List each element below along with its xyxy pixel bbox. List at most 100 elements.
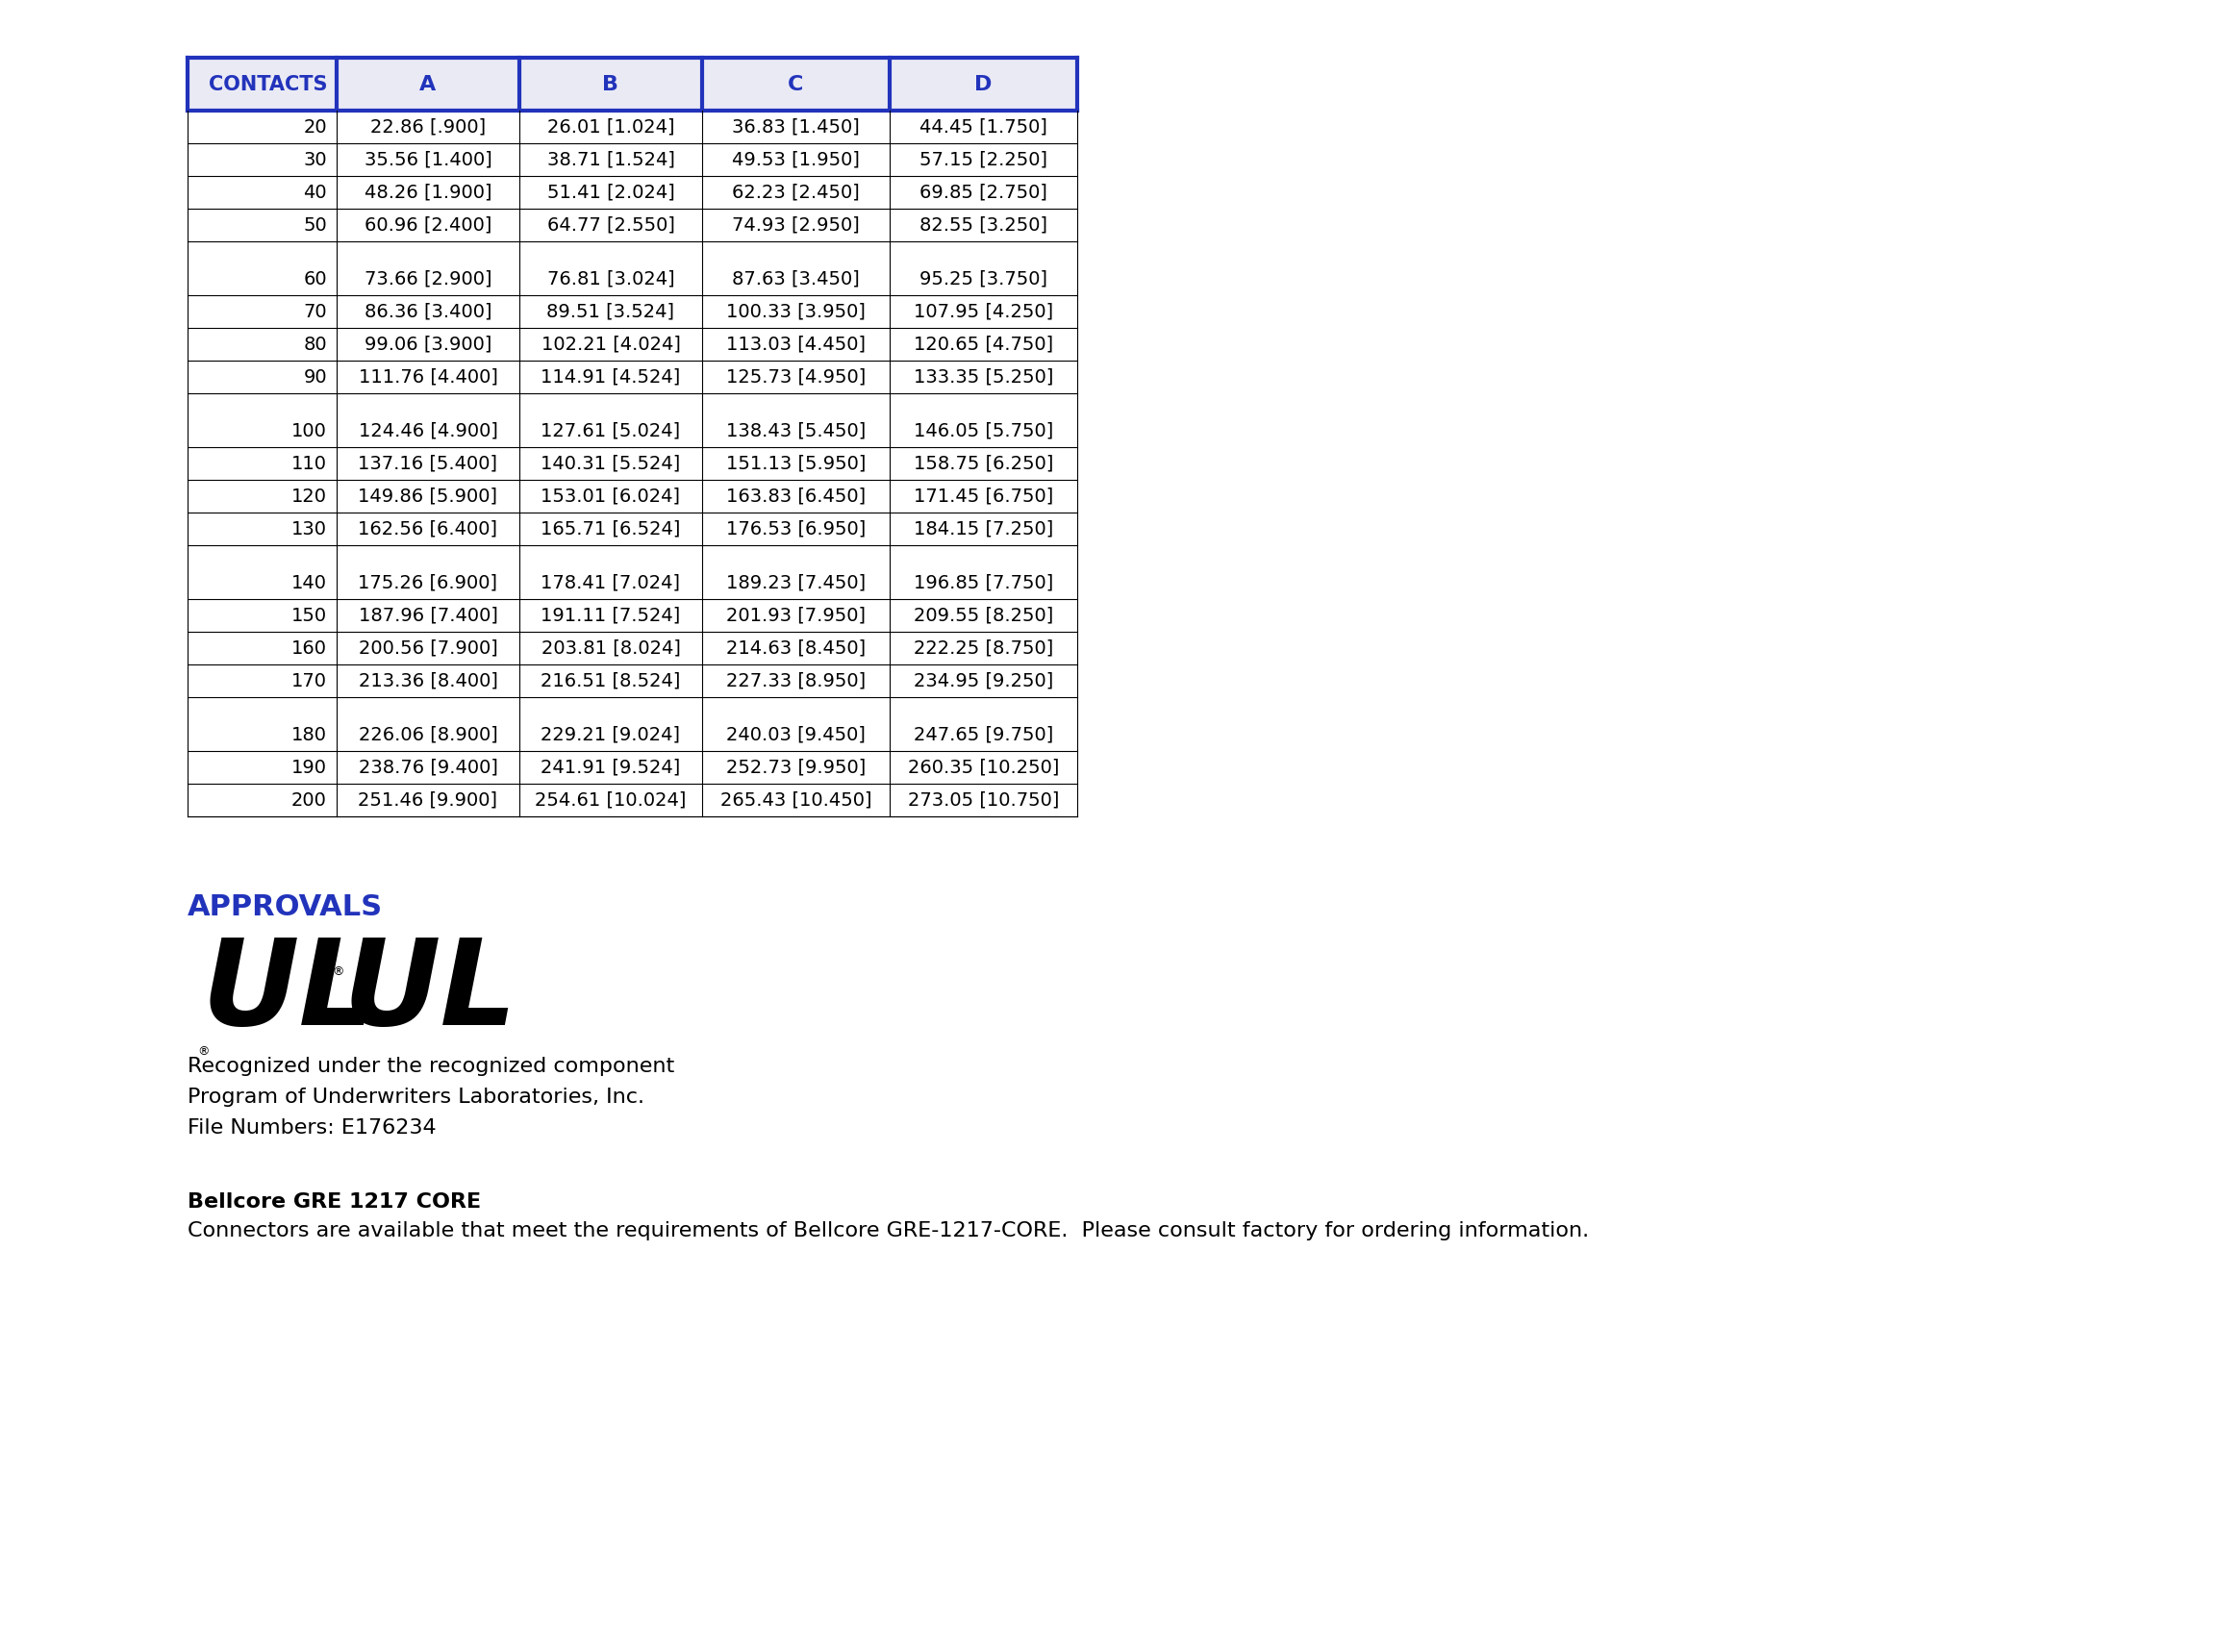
Text: A: A [419,74,436,94]
Text: 229.21 [9.024]: 229.21 [9.024] [540,725,680,743]
Text: 273.05 [10.750]: 273.05 [10.750] [908,791,1059,809]
Text: 240.03 [9.450]: 240.03 [9.450] [727,725,866,743]
Text: 209.55 [8.250]: 209.55 [8.250] [913,606,1054,624]
Text: 251.46 [9.900]: 251.46 [9.900] [359,791,498,809]
Text: 48.26 [1.900]: 48.26 [1.900] [363,183,492,202]
Text: 76.81 [3.024]: 76.81 [3.024] [547,269,676,287]
Text: 86.36 [3.400]: 86.36 [3.400] [363,302,492,320]
Text: 100: 100 [292,421,328,439]
Text: 176.53 [6.950]: 176.53 [6.950] [727,520,866,539]
Text: 82.55 [3.250]: 82.55 [3.250] [919,216,1048,235]
Text: 69.85 [2.750]: 69.85 [2.750] [919,183,1048,202]
Text: 213.36 [8.400]: 213.36 [8.400] [359,672,498,691]
Text: 110: 110 [292,454,328,472]
Text: 254.61 [10.024]: 254.61 [10.024] [536,791,687,809]
Text: 124.46 [4.900]: 124.46 [4.900] [359,421,498,439]
Text: 200.56 [7.900]: 200.56 [7.900] [359,639,498,657]
Text: 216.51 [8.524]: 216.51 [8.524] [540,672,680,691]
Text: 60.96 [2.400]: 60.96 [2.400] [363,216,492,235]
Text: 234.95 [9.250]: 234.95 [9.250] [913,672,1054,691]
Text: 162.56 [6.400]: 162.56 [6.400] [359,520,498,539]
Text: 113.03 [4.450]: 113.03 [4.450] [727,335,866,354]
Text: 260.35 [10.250]: 260.35 [10.250] [908,758,1059,776]
Text: B: B [602,74,618,94]
Text: 238.76 [9.400]: 238.76 [9.400] [359,758,498,776]
Text: 247.65 [9.750]: 247.65 [9.750] [913,725,1054,743]
Text: 127.61 [5.024]: 127.61 [5.024] [540,421,680,439]
Text: 130: 130 [292,520,328,539]
Text: 60: 60 [303,269,328,287]
Text: 137.16 [5.400]: 137.16 [5.400] [359,454,498,472]
Text: 120: 120 [292,487,328,506]
Text: 22.86 [.900]: 22.86 [.900] [370,117,485,135]
Text: File Numbers: E176234: File Numbers: E176234 [188,1118,436,1138]
Text: 107.95 [4.250]: 107.95 [4.250] [913,302,1052,320]
Text: ®: ® [197,1046,208,1057]
Text: C: C [321,953,334,971]
Text: 51.41 [2.024]: 51.41 [2.024] [547,183,676,202]
Text: 80: 80 [303,335,328,354]
Text: 26.01 [1.024]: 26.01 [1.024] [547,117,673,135]
Text: 40: 40 [303,183,328,202]
Text: 99.06 [3.900]: 99.06 [3.900] [363,335,492,354]
Text: 163.83 [6.450]: 163.83 [6.450] [727,487,866,506]
Text: 89.51 [3.524]: 89.51 [3.524] [547,302,676,320]
Text: UL: UL [343,933,518,1051]
Text: 114.91 [4.524]: 114.91 [4.524] [540,368,680,387]
Text: APPROVALS: APPROVALS [188,894,383,922]
Text: 214.63 [8.450]: 214.63 [8.450] [727,639,866,657]
Text: 111.76 [4.400]: 111.76 [4.400] [359,368,498,387]
Text: 64.77 [2.550]: 64.77 [2.550] [547,216,676,235]
Text: 50: 50 [303,216,328,235]
Text: Connectors are available that meet the requirements of Bellcore GRE-1217-CORE.  : Connectors are available that meet the r… [188,1221,1588,1241]
Text: 20: 20 [303,117,328,135]
Text: 44.45 [1.750]: 44.45 [1.750] [919,117,1048,135]
Text: 189.23 [7.450]: 189.23 [7.450] [727,573,866,591]
Text: 35.56 [1.400]: 35.56 [1.400] [363,150,492,169]
Text: 100.33 [3.950]: 100.33 [3.950] [727,302,866,320]
Text: 74.93 [2.950]: 74.93 [2.950] [731,216,859,235]
Text: ®: ® [332,965,343,978]
Text: Bellcore GRE 1217 CORE: Bellcore GRE 1217 CORE [188,1193,481,1211]
Text: 70: 70 [303,302,328,320]
Text: 178.41 [7.024]: 178.41 [7.024] [540,573,680,591]
Text: Recognized under the recognized component: Recognized under the recognized componen… [188,1057,673,1075]
Text: CONTACTS: CONTACTS [208,74,328,94]
Text: UL: UL [202,933,377,1051]
Text: 170: 170 [292,672,328,691]
Text: 153.01 [6.024]: 153.01 [6.024] [540,487,680,506]
Text: 252.73 [9.950]: 252.73 [9.950] [727,758,866,776]
Text: 57.15 [2.250]: 57.15 [2.250] [919,150,1048,169]
Text: 227.33 [8.950]: 227.33 [8.950] [727,672,866,691]
Text: 158.75 [6.250]: 158.75 [6.250] [913,454,1054,472]
Text: 87.63 [3.450]: 87.63 [3.450] [731,269,859,287]
Text: 140: 140 [292,573,328,591]
Text: 138.43 [5.450]: 138.43 [5.450] [727,421,866,439]
Text: 241.91 [9.524]: 241.91 [9.524] [540,758,680,776]
Text: C: C [789,74,804,94]
Text: 201.93 [7.950]: 201.93 [7.950] [727,606,866,624]
Text: Program of Underwriters Laboratories, Inc.: Program of Underwriters Laboratories, In… [188,1087,645,1107]
Text: 171.45 [6.750]: 171.45 [6.750] [913,487,1054,506]
Text: 184.15 [7.250]: 184.15 [7.250] [913,520,1054,539]
Text: 187.96 [7.400]: 187.96 [7.400] [359,606,498,624]
Text: 62.23 [2.450]: 62.23 [2.450] [731,183,859,202]
Text: 175.26 [6.900]: 175.26 [6.900] [359,573,498,591]
Text: 36.83 [1.450]: 36.83 [1.450] [731,117,859,135]
Text: 140.31 [5.524]: 140.31 [5.524] [540,454,680,472]
Text: 265.43 [10.450]: 265.43 [10.450] [720,791,873,809]
Text: 38.71 [1.524]: 38.71 [1.524] [547,150,676,169]
Text: 49.53 [1.950]: 49.53 [1.950] [731,150,859,169]
Text: 165.71 [6.524]: 165.71 [6.524] [540,520,680,539]
Text: 149.86 [5.900]: 149.86 [5.900] [359,487,498,506]
Text: 120.65 [4.750]: 120.65 [4.750] [913,335,1052,354]
Text: 200: 200 [292,791,328,809]
Text: 95.25 [3.750]: 95.25 [3.750] [919,269,1048,287]
Text: 191.11 [7.524]: 191.11 [7.524] [540,606,680,624]
Text: 102.21 [4.024]: 102.21 [4.024] [540,335,680,354]
Text: 146.05 [5.750]: 146.05 [5.750] [913,421,1054,439]
Text: 160: 160 [292,639,328,657]
Bar [188,58,1076,111]
Text: D: D [975,74,992,94]
Text: 203.81 [8.024]: 203.81 [8.024] [540,639,680,657]
